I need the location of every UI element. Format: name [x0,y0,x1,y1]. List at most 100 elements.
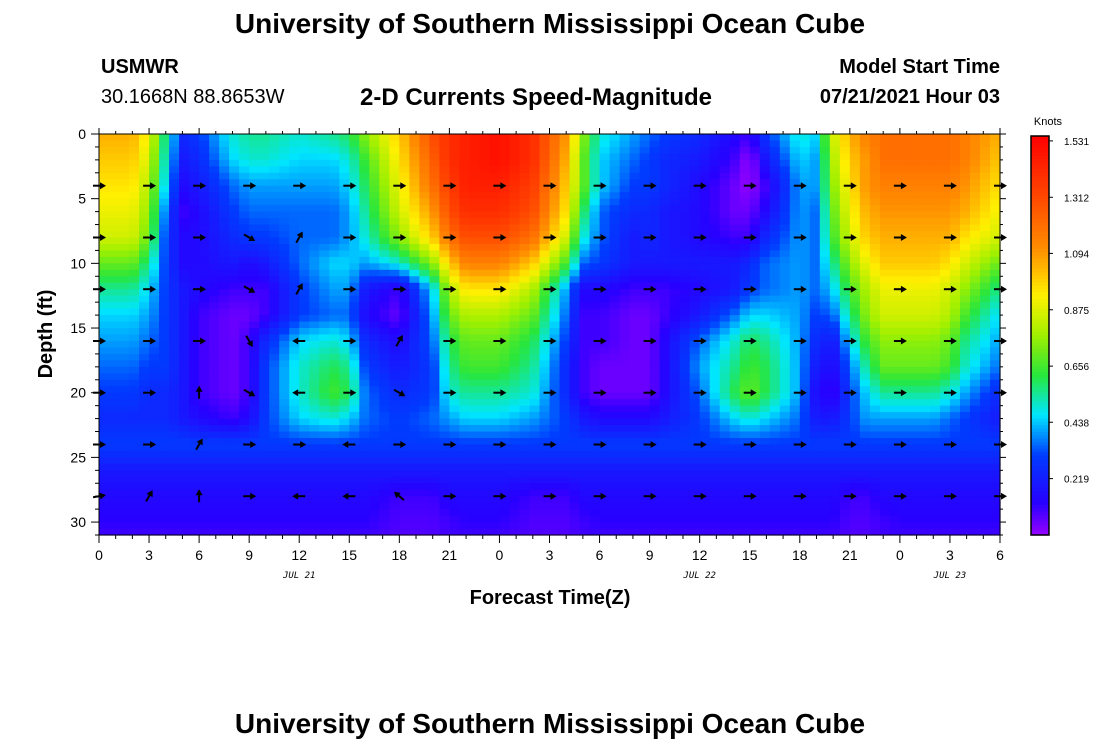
heatmap-cell [299,172,310,180]
heatmap-cell [489,412,501,420]
heatmap-cell [399,237,410,245]
heatmap-cell [309,360,320,368]
heatmap-cell [189,231,200,239]
heatmap-cell [369,405,380,413]
heatmap-cell [229,263,240,271]
heatmap-cell [369,282,380,290]
heatmap-cell [639,315,651,323]
heatmap-cell [179,146,190,155]
heatmap-cell [939,153,951,161]
heatmap-cell [329,347,340,355]
heatmap-cell [529,418,541,426]
heatmap-cell [249,418,260,426]
heatmap-cell [399,289,410,297]
heatmap-cell [789,243,801,252]
heatmap-cell [259,179,270,187]
heatmap-cell [709,295,721,303]
heatmap-cell [319,444,330,452]
heatmap-cell [209,315,220,323]
heatmap-cell [939,211,951,219]
heatmap-cell [809,373,821,381]
heatmap-cell [619,134,631,142]
heatmap-cell [459,483,471,491]
heatmap-cell [739,463,751,471]
heatmap-cell [249,205,260,213]
heatmap-cell [169,243,180,252]
heatmap-cell [829,269,841,277]
heatmap-cell [889,276,901,284]
heatmap-cell [99,444,110,452]
heatmap-cell [459,166,471,174]
heatmap-cell [329,282,340,290]
heatmap-cell [169,444,180,452]
heatmap-cell [179,263,190,271]
heatmap-cell [559,159,571,167]
heatmap-cell [279,205,290,213]
heatmap-cell [229,425,240,433]
heatmap-cell [159,334,170,342]
heatmap-cell [829,431,841,439]
heatmap-cell [539,340,551,349]
heatmap-cell [139,328,150,336]
heatmap-cell [339,347,350,355]
heatmap-cell [169,185,180,193]
heatmap-cell [609,243,621,252]
heatmap-cell [269,321,280,329]
heatmap-cell [989,328,1001,336]
heatmap-cell [689,211,701,219]
heatmap-cell [579,243,591,252]
heatmap-cell [599,308,611,316]
heatmap-cell [879,153,891,161]
heatmap-cell [609,198,621,206]
heatmap-cell [559,302,571,310]
heatmap-cell [759,366,771,374]
heatmap-cell [389,231,400,239]
heatmap-cell [339,289,350,297]
heatmap-cell [589,237,601,245]
heatmap-cell [529,172,541,180]
heatmap-cell [159,140,170,148]
heatmap-cell [679,146,691,155]
heatmap-cell [109,179,120,187]
heatmap-cell [279,185,290,193]
heatmap-cell [709,315,721,323]
heatmap-cell [609,218,621,226]
heatmap-cell [649,282,661,290]
heatmap-cell [989,134,1001,142]
heatmap-cell [739,444,751,452]
heatmap-cell [399,224,410,232]
heatmap-cell [949,328,961,336]
heatmap-cell [689,192,701,200]
heatmap-cell [129,347,140,355]
heatmap-cell [129,353,140,361]
heatmap-cell [729,437,741,446]
heatmap-cell [809,185,821,193]
heatmap-cell [659,450,671,458]
heatmap-cell [199,159,210,167]
heatmap-cell [799,269,811,277]
heatmap-cell [139,289,150,297]
heatmap-cell [749,457,761,465]
heatmap-cell [689,463,701,471]
heatmap-cell [299,166,310,174]
heatmap-cell [719,205,731,213]
heatmap-cell [949,146,961,155]
heatmap-cell [299,243,310,252]
heatmap-cell [479,211,491,219]
heatmap-cell [629,289,641,297]
heatmap-cell [459,463,471,471]
heatmap-cell [239,392,250,400]
heatmap-cell [619,463,631,471]
heatmap-cell [589,166,601,174]
heatmap-cell [459,321,471,329]
heatmap-cell [819,321,831,329]
heatmap-cell [769,205,781,213]
heatmap-cell [549,315,561,323]
heatmap-cell [639,425,651,433]
heatmap-cell [519,386,531,394]
heatmap-cell [179,302,190,310]
heatmap-cell [129,159,140,167]
heatmap-cell [819,295,831,303]
heatmap-cell [889,328,901,336]
heatmap-cell [149,315,160,323]
